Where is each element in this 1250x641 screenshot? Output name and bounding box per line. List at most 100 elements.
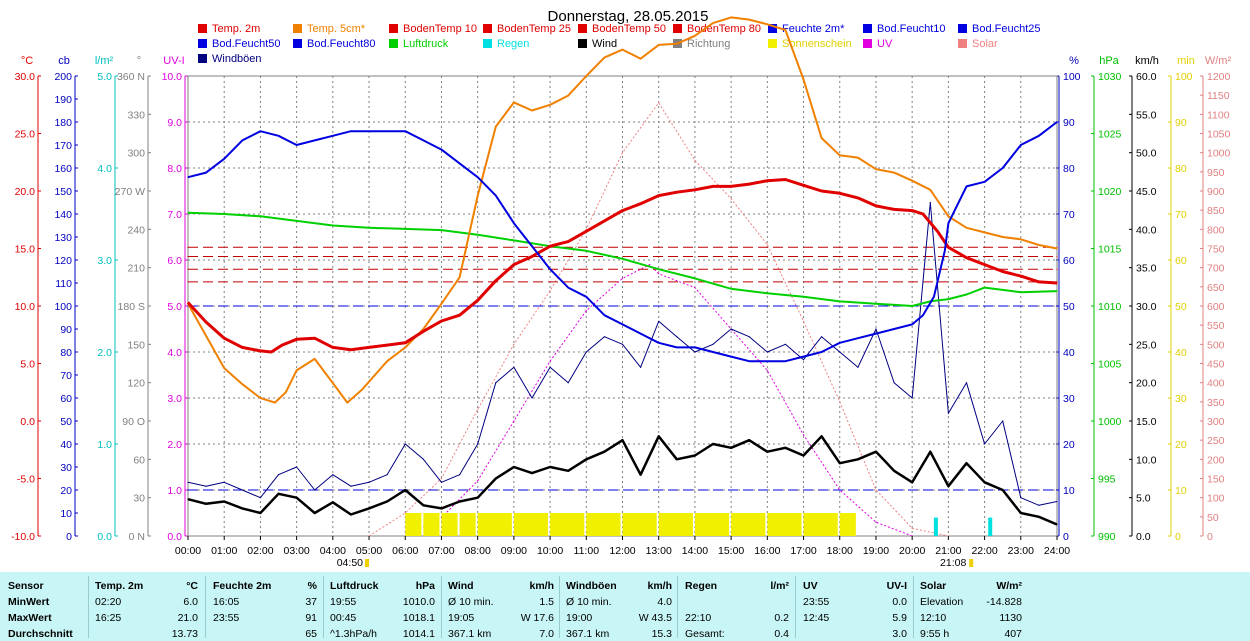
stats-header-temp-unit: °C [186, 580, 198, 592]
axis-tick-label: 190 [54, 94, 72, 106]
sunset-marker [969, 559, 974, 567]
axis-unit-label: cb [58, 55, 70, 67]
data-point [386, 130, 388, 132]
x-tick-label: 01:00 [211, 545, 237, 557]
data-point [694, 159, 696, 161]
legend-label: BodenTemp 80 [687, 23, 761, 35]
data-point [404, 228, 406, 230]
data-point [802, 296, 805, 298]
data-point [205, 335, 207, 337]
axis-tick-label: 1000 [1098, 416, 1122, 428]
data-point [350, 349, 352, 351]
data-point [766, 451, 768, 453]
stats-cell-wind-t: 19:05 [448, 612, 475, 624]
data-point [241, 507, 243, 509]
axis-tick-label: -5.0 [17, 474, 35, 486]
data-point [802, 184, 805, 186]
data-point [875, 303, 877, 305]
axis-tick-label: 30 [1175, 393, 1187, 405]
data-point [223, 158, 225, 160]
sunshine-bar [459, 513, 476, 536]
stats-cell-solar-v: 407 [1004, 628, 1022, 640]
data-point [440, 477, 443, 480]
axis-tick-label: 2.0 [97, 347, 112, 359]
data-point [712, 351, 714, 353]
legend-label: UV [877, 38, 893, 50]
data-point [513, 466, 515, 468]
axis-tick-label: 5.0 [20, 359, 35, 371]
axis-tick-label: 50.0 [1136, 148, 1157, 160]
legend-swatch [293, 24, 302, 33]
data-point [459, 276, 461, 278]
data-point [658, 273, 660, 275]
axis-tick-label: 1025 [1098, 129, 1122, 141]
data-point [459, 474, 461, 476]
data-point [712, 443, 714, 445]
stats-cell-feuchte-t: 16:05 [213, 596, 240, 608]
stats-cell-wind-t: Ø 10 min. [448, 596, 494, 608]
axis-tick-label: 130 [54, 232, 72, 244]
sunset-label: 21:08 [940, 557, 966, 569]
legend-label: Bod.Feucht25 [972, 23, 1041, 35]
data-point [332, 224, 334, 227]
axis-tick-label: 300 [1207, 416, 1225, 428]
data-point [277, 135, 280, 137]
data-point [603, 336, 606, 338]
stats-cell-solar-t: 9:55 h [920, 628, 950, 640]
axis-tick-label: 10 [60, 508, 72, 520]
axis-tick-label: 360 N [117, 71, 145, 83]
axis-tick-label: 50 [1063, 301, 1075, 313]
stats-header-uv-unit: UV-I [886, 580, 907, 592]
data-point [984, 181, 986, 183]
stats-header-luftdruck: Luftdruck [330, 580, 379, 592]
stats-cell-solar-t: Elevation [920, 596, 964, 608]
stats-cell-wind-v: W 17.6 [520, 612, 554, 624]
stats-header-wind: Wind [448, 580, 474, 592]
stats-cell-wind-t: 367.1 km [448, 628, 492, 640]
axis-tick-label: 90 [60, 324, 72, 336]
x-tick-label: 20:00 [899, 545, 925, 557]
axis-unit-label: ° [137, 55, 141, 67]
data-point [567, 382, 569, 384]
axis-tick-label: 10.0 [162, 71, 183, 83]
legend-label: Bod.Feucht10 [877, 23, 946, 35]
axis-tick-label: 650 [1207, 282, 1225, 294]
data-point [296, 497, 298, 499]
stats-cell-regen-v: 0.4 [774, 628, 789, 640]
stats-cell-uv-v: 5.9 [892, 612, 907, 624]
axis-tick-label: 30 [1063, 393, 1075, 405]
data-point [285, 391, 287, 393]
data-point [933, 296, 935, 298]
axis-tick-label: 110 [55, 278, 72, 290]
axis-tick-label: 6.0 [167, 255, 182, 267]
stats-header-solar: Solar [920, 580, 947, 592]
data-point [893, 172, 895, 174]
data-point [875, 328, 877, 330]
axis-tick-label: 4.0 [97, 163, 112, 175]
axis-tick-label: 750 [1207, 244, 1225, 256]
data-point [911, 180, 913, 182]
data-point [784, 178, 787, 181]
legend-swatch [389, 39, 398, 48]
data-point [621, 258, 624, 260]
axis-unit-label: W/m² [1205, 55, 1232, 67]
data-point [477, 497, 479, 499]
axis-tick-label: 120 [127, 378, 145, 390]
data-point [531, 472, 533, 474]
axis-tick-label: 2.0 [167, 439, 182, 451]
axis-tick-label: 20.0 [15, 186, 36, 198]
data-point [585, 296, 587, 298]
data-point [936, 230, 939, 232]
axis-tick-label: 30.0 [1136, 301, 1157, 313]
axis-tick-label: 700 [1207, 263, 1225, 275]
x-tick-label: 19:00 [863, 545, 889, 557]
legend-label: Regen [497, 38, 529, 50]
stats-header-regen-unit: l/m² [770, 580, 789, 592]
data-point [694, 287, 696, 289]
data-point [440, 303, 443, 305]
data-point [477, 408, 479, 411]
legend-label: Feuchte 2m* [782, 23, 845, 35]
stats-cell-uv-v: 3.0 [892, 628, 907, 640]
data-point [368, 507, 370, 509]
data-point [922, 213, 924, 215]
